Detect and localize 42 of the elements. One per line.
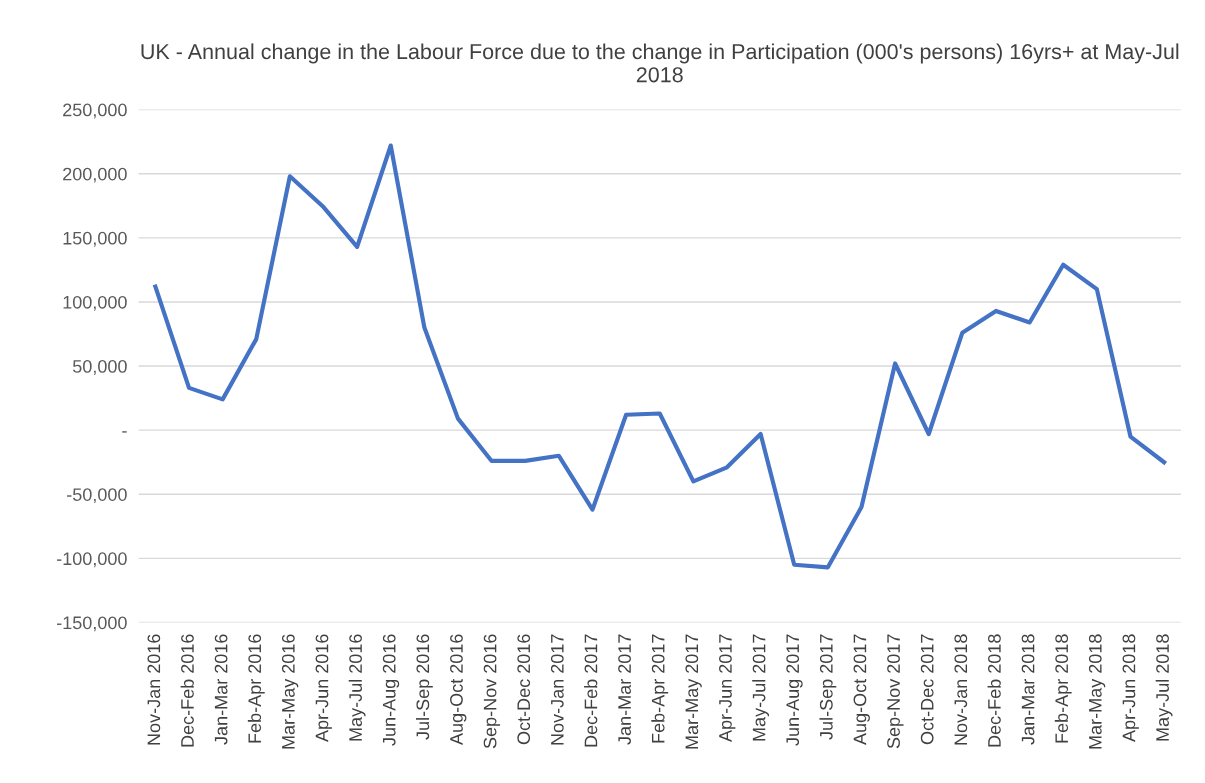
x-tick-label: Mar-May 2017	[685, 634, 702, 749]
x-tick-label: Jul-Sep 2016	[415, 634, 433, 740]
x-tick-label: Mar-May 2016	[281, 634, 299, 749]
x-tick-label: Jun-Aug 2016	[382, 634, 400, 746]
x-tick-label: Dec-Feb 2016	[180, 634, 194, 747]
x-tick-label: Feb-Apr 2018	[1054, 634, 1072, 743]
x-tick-label: Apr-Jun 2016	[315, 634, 332, 742]
y-tick-label: -	[122, 431, 127, 433]
x-tick-label: Mar-May 2018	[1088, 634, 1106, 749]
x-tick-label: Sep-Nov 2017	[887, 634, 904, 749]
y-tick-label: 50,000	[72, 359, 127, 375]
y-tick-label: -150,000	[56, 616, 127, 632]
x-tick-label: Apr-Jun 2018	[1122, 634, 1139, 742]
x-tick-label: Jul-Sep 2017	[819, 634, 837, 740]
chart-title: UK - Annual change in the Labour Force due to the change in Participation (000's persons) 16yrs+ at May-Jul 2018	[141, 43, 1179, 83]
y-tick-label: -50,000	[67, 488, 127, 504]
y-tick-label: -100,000	[56, 552, 127, 568]
x-tick-label: Dec-Feb 2017	[584, 634, 598, 747]
x-tick-label: Aug-Oct 2016	[450, 634, 467, 745]
y-tick-label: 200,000	[63, 167, 127, 183]
y-tick-label: 100,000	[63, 295, 127, 311]
x-tick-label: Nov-Jan 2017	[550, 634, 564, 745]
x-tick-label: Apr-Jun 2017	[719, 634, 736, 742]
x-tick-label: Nov-Jan 2018	[954, 634, 968, 745]
x-tick-label: Jan-Mar 2018	[1021, 634, 1035, 745]
x-tick-label: Aug-Oct 2017	[853, 634, 870, 745]
x-tick-label: Feb-Apr 2016	[247, 634, 265, 743]
x-tick-label: Jan-Mar 2017	[618, 634, 631, 745]
x-tick-label: May-Jul 2018	[1155, 634, 1173, 741]
y-tick-label: 150,000	[63, 231, 127, 247]
line-series	[153, 143, 1167, 570]
x-tick-label: Jun-Aug 2017	[786, 634, 803, 746]
x-tick-label: Feb-Apr 2017	[651, 634, 669, 743]
x-tick-label: May-Jul 2017	[752, 634, 770, 741]
y-tick-label: 250,000	[63, 103, 127, 119]
x-tick-label: Oct-Dec 2016	[517, 634, 531, 745]
x-tick-label: Nov-Jan 2016	[147, 634, 161, 745]
x-tick-label: Dec-Feb 2018	[987, 634, 1001, 747]
x-tick-label: Jan-Mar 2016	[214, 634, 228, 745]
x-tick-label: Sep-Nov 2016	[483, 634, 501, 749]
x-tick-label: Oct-Dec 2017	[920, 634, 934, 745]
x-tick-label: May-Jul 2016	[348, 634, 366, 741]
